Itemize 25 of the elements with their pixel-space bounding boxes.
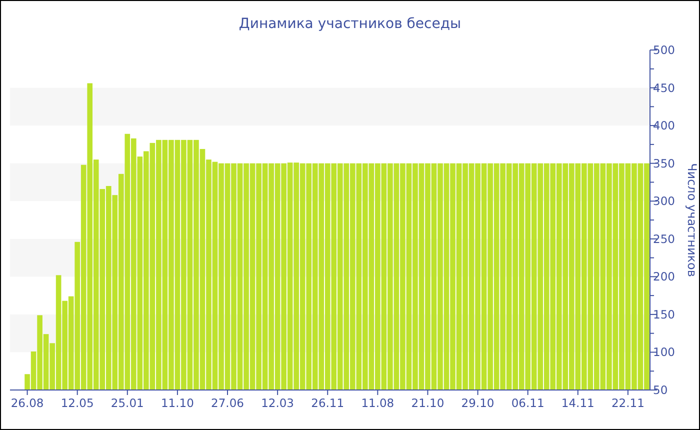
- x-tick-label: 11.10: [160, 396, 194, 410]
- y-tick-label: 350: [653, 156, 675, 170]
- y-tick-label: 50: [653, 383, 668, 397]
- x-tick-label: 12.05: [60, 396, 94, 410]
- y-tick-label: 500: [653, 43, 675, 57]
- y-tick-label: 200: [653, 270, 675, 284]
- x-tick-label: 26.11: [311, 396, 344, 410]
- x-tick-label: 27.06: [211, 396, 244, 410]
- y-tick-label: 250: [653, 232, 675, 246]
- y-axis-title: Число участников: [685, 163, 699, 277]
- x-tick-label: 21.10: [411, 396, 444, 410]
- y-tick-label: 150: [653, 307, 675, 322]
- x-tick-label: 06.11: [511, 396, 544, 410]
- x-tick-label: 29.10: [461, 396, 494, 410]
- x-tick-label: 22.11: [611, 396, 644, 410]
- y-tick-label: 450: [653, 80, 675, 95]
- chart-title: Динамика участников беседы: [238, 16, 462, 32]
- x-tick-label: 26.08: [10, 396, 44, 410]
- x-tick-label: 25.01: [110, 396, 144, 410]
- x-tick-label: 14.11: [561, 396, 594, 410]
- y-tick-label: 300: [653, 194, 675, 208]
- y-tick-label: 400: [653, 118, 675, 133]
- y-tick-label: 100: [653, 345, 675, 360]
- x-tick-label: 12.03: [261, 396, 294, 410]
- x-tick-label: 11.08: [361, 396, 394, 410]
